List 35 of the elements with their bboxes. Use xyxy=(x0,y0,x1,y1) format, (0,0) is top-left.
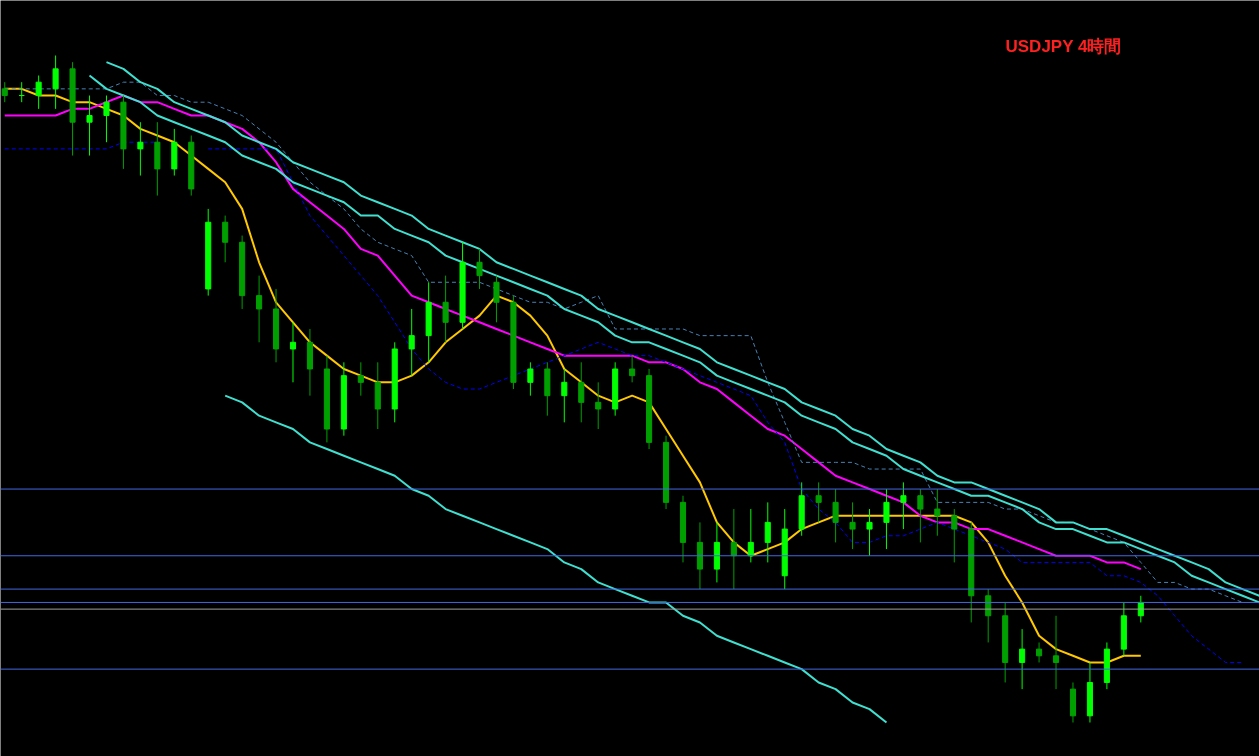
candlestick xyxy=(256,275,263,343)
chart-title: USDJPY 4時間 xyxy=(1005,36,1122,56)
candlestick xyxy=(730,508,737,590)
candlestick xyxy=(408,308,415,377)
candlestick xyxy=(900,481,907,530)
candlestick xyxy=(442,275,449,343)
candlestick xyxy=(849,501,856,550)
candlestick xyxy=(222,215,229,263)
candlestick xyxy=(1036,641,1043,663)
candlestick xyxy=(578,361,585,423)
candlestick xyxy=(137,121,144,177)
candlestick xyxy=(832,488,839,543)
candlestick xyxy=(493,275,500,323)
candlestick xyxy=(52,55,59,110)
candlestick xyxy=(561,368,568,423)
candlestick xyxy=(35,75,42,110)
candlestick xyxy=(917,488,924,543)
candlestick xyxy=(527,361,534,397)
candlestick xyxy=(595,381,602,430)
candlestick xyxy=(476,248,483,290)
candlestick xyxy=(86,95,93,157)
candlestick xyxy=(357,361,364,397)
candlestick xyxy=(934,488,941,537)
candlestick xyxy=(866,508,873,557)
candlestick xyxy=(1019,628,1026,690)
candlestick xyxy=(883,488,890,550)
candlestick xyxy=(103,95,110,143)
candlestick xyxy=(1052,615,1060,690)
candlestick xyxy=(289,321,297,383)
candlestick xyxy=(815,481,822,523)
candlestick xyxy=(1,81,8,103)
candlestick xyxy=(747,508,754,563)
candlestick xyxy=(629,355,636,383)
candlestick xyxy=(951,508,958,563)
candlestick xyxy=(764,501,771,563)
